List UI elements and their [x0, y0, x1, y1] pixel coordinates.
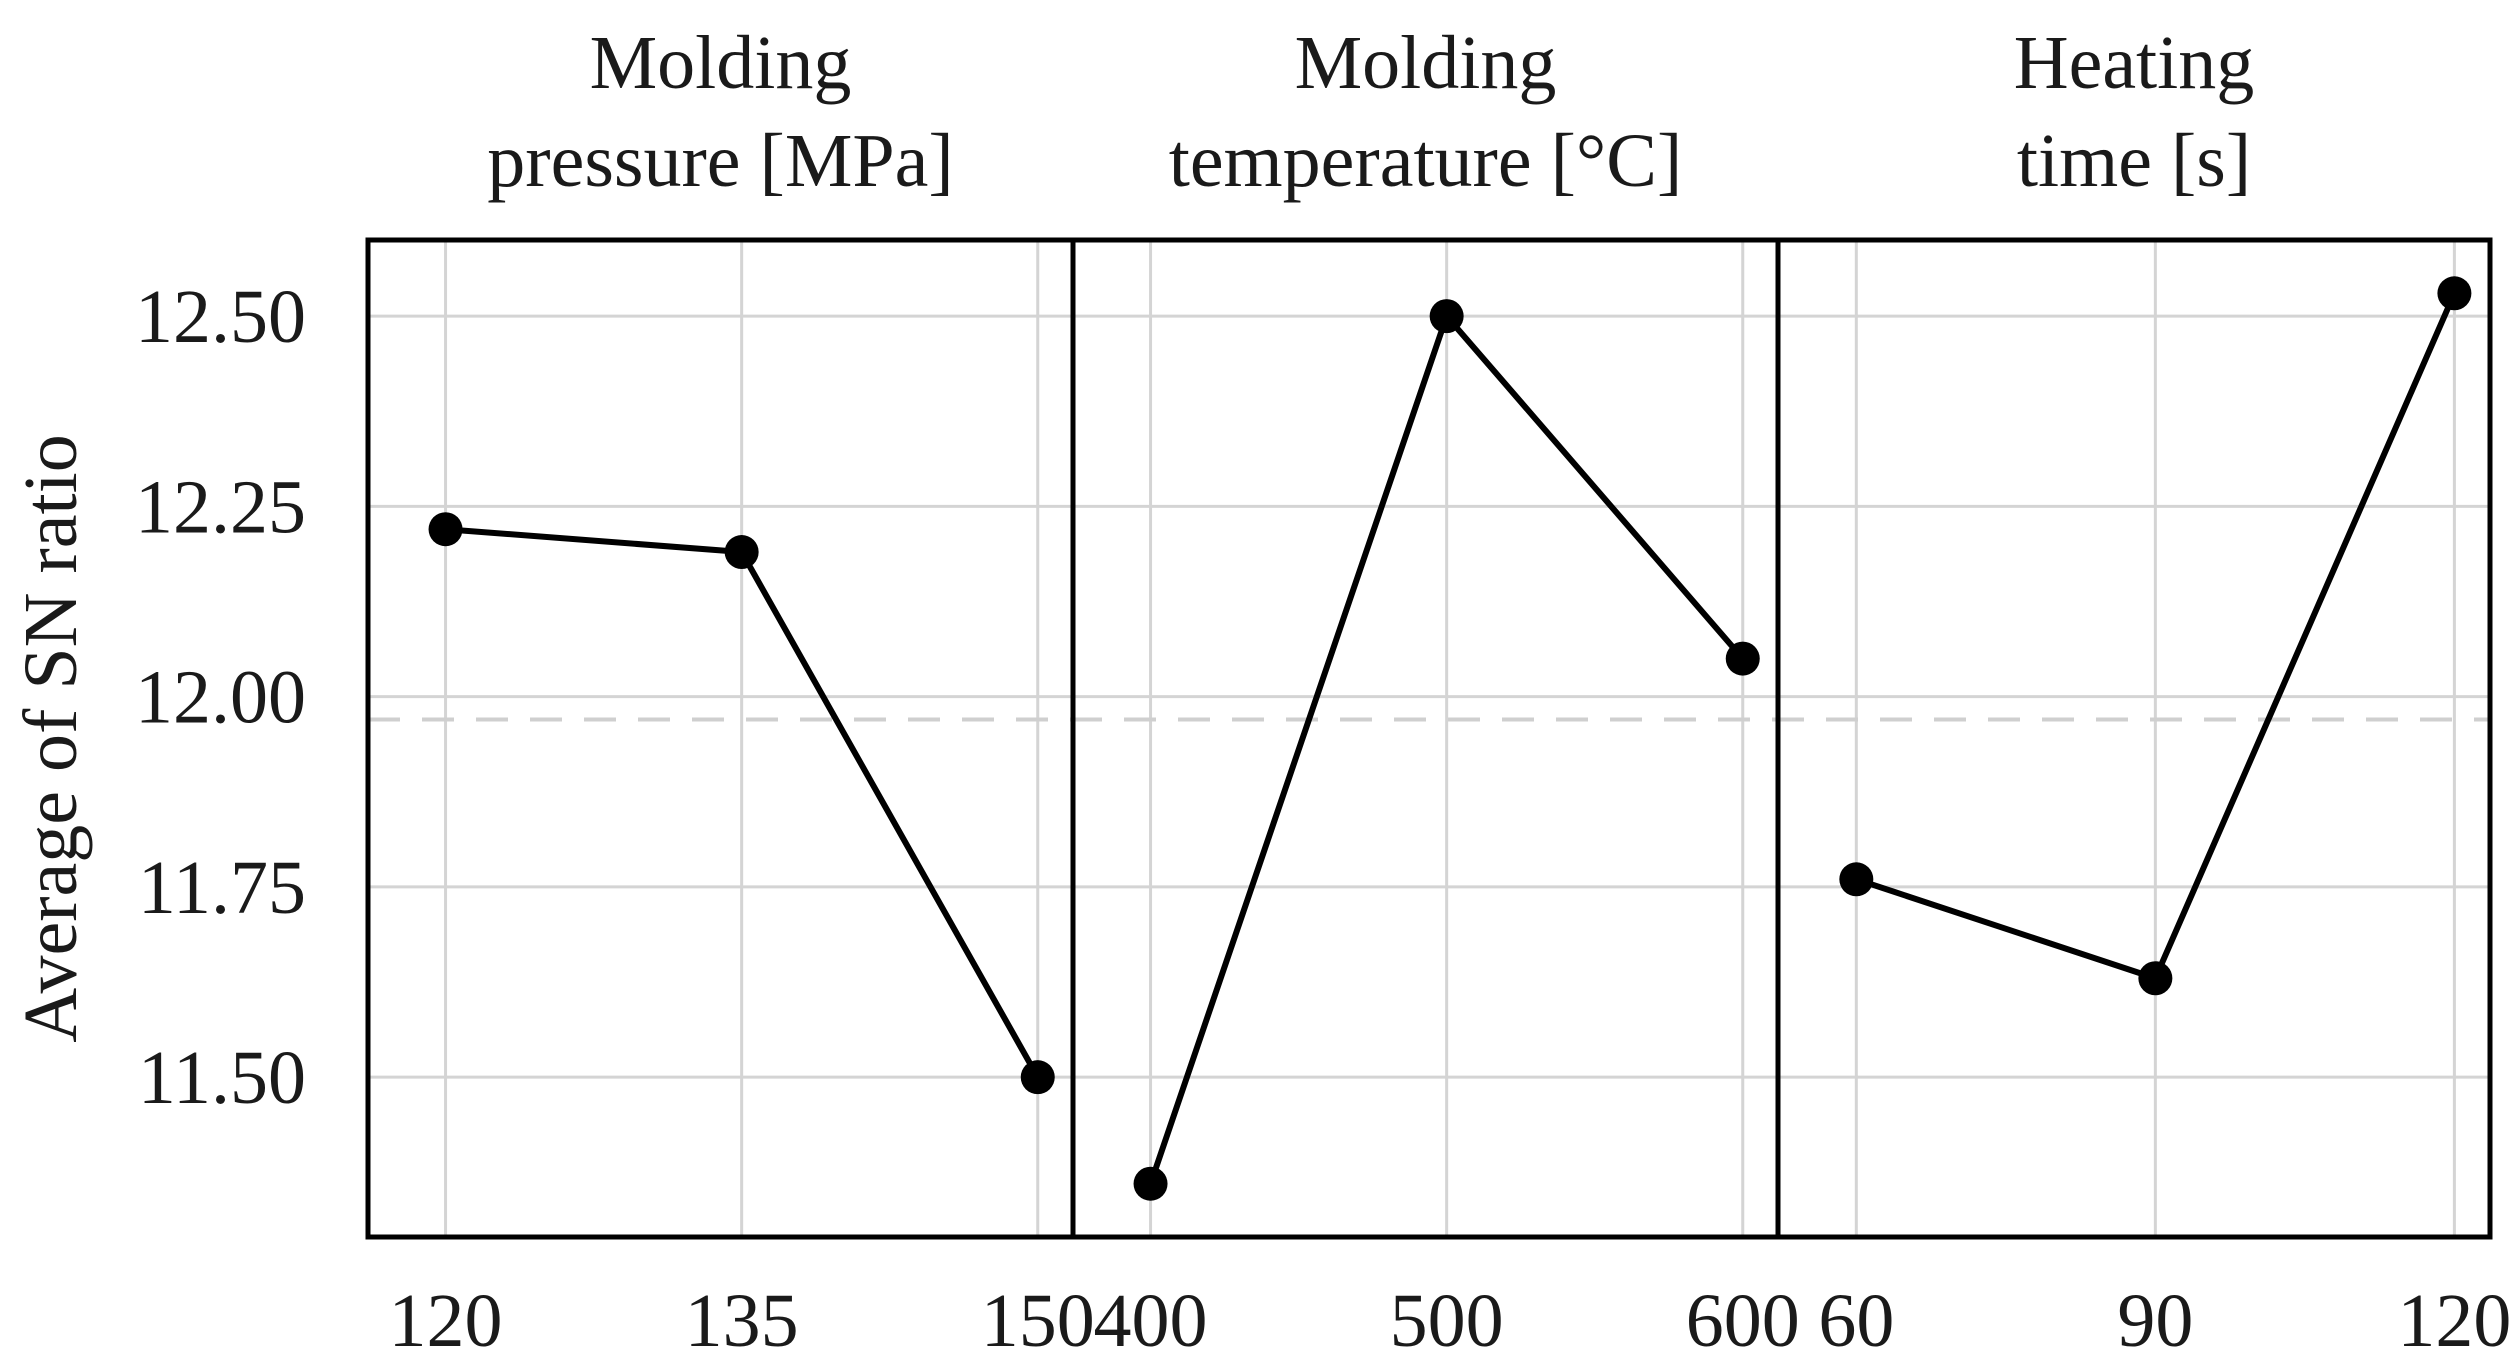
data-point: [724, 535, 759, 570]
series-layer: [428, 276, 2472, 1201]
panel-molding-pressure: Molding pressure [MPa] 120 135 150: [389, 21, 1095, 1363]
y-axis-ticks: 12.50 12.25 12.00 11.75 11.50: [135, 275, 306, 1120]
y-axis-label: Average of SN ratio: [9, 434, 93, 1042]
data-point: [1725, 641, 1760, 676]
x-tick-label: 500: [1390, 1279, 1504, 1363]
data-point: [428, 512, 463, 547]
y-tick-label: 11.50: [138, 1036, 306, 1120]
x-tick-label: 400: [1094, 1279, 1208, 1363]
panel-molding-temperature: Molding temperature [°C] 400 500 600: [1094, 21, 1800, 1363]
x-tick-label: 600: [1686, 1279, 1800, 1363]
x-tick-label: 120: [389, 1279, 503, 1363]
data-point: [1429, 299, 1464, 334]
grid-layer: [368, 240, 2490, 1237]
data-point: [1020, 1060, 1055, 1095]
x-tick-label: 120: [2397, 1279, 2511, 1363]
panel-title-line-2: time [s]: [2017, 119, 2251, 203]
data-point: [1133, 1166, 1168, 1201]
data-point: [1839, 862, 1874, 897]
x-tick-label: 90: [2117, 1279, 2193, 1363]
y-tick-label: 12.25: [135, 465, 306, 549]
y-tick-label: 11.75: [138, 846, 306, 930]
plot-frame: [365, 237, 2493, 1240]
panel-heating-time: Heating time [s] 60 90 120: [1818, 21, 2511, 1363]
frame-layer: [365, 237, 2493, 1240]
panel-title-line-2: pressure [MPa]: [487, 119, 953, 203]
panel-title-line-1: Molding: [1295, 21, 1557, 105]
panel-title-line-1: Heating: [2014, 21, 2255, 105]
panel-title-line-1: Molding: [590, 21, 852, 105]
x-tick-label: 60: [1818, 1279, 1894, 1363]
y-tick-label: 12.00: [135, 656, 306, 740]
data-point: [2437, 276, 2472, 311]
data-point: [2138, 961, 2173, 996]
x-tick-label: 135: [685, 1279, 799, 1363]
y-tick-label: 12.50: [135, 275, 306, 359]
x-tick-label: 150: [981, 1279, 1095, 1363]
panel-title-line-2: temperature [°C]: [1169, 119, 1683, 203]
